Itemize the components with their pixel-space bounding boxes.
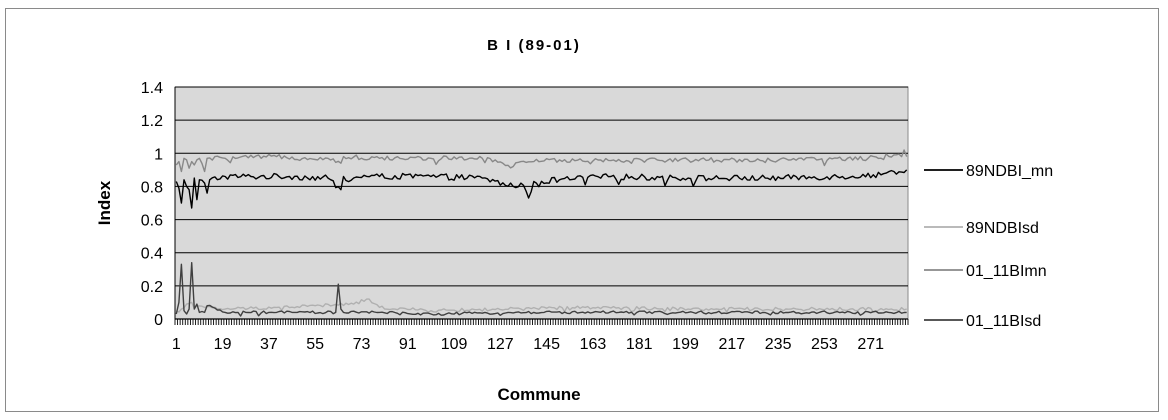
x-tick-label: 235 [765, 336, 792, 353]
series-line-2 [175, 149, 908, 173]
x-tick-labels: 1 19 37 55 73 91 109 127 145 163 181 199 217 235 253 27… [172, 336, 884, 353]
y-tick-label: 0 [154, 312, 163, 329]
x-tick-label: 145 [533, 336, 560, 353]
x-tick-label: 37 [260, 336, 278, 353]
x-tick-label: 199 [672, 336, 699, 353]
x-tick-label: 73 [353, 336, 371, 353]
series-line-1 [175, 298, 907, 313]
x-tick-label: 55 [306, 336, 324, 353]
x-axis-label: Commune [497, 385, 580, 404]
legend-label: 01_11BImn [966, 263, 1047, 280]
series-lines [175, 149, 908, 317]
chart-frame: B I (89-01) 0 0.2 0.4 0.6 0.8 1 1.2 1.4 1 19 37 55… [5, 8, 1159, 412]
legend: 89NDBI_mn 89NDBIsd 01_11BImn 01_11BIsd [924, 163, 1053, 330]
x-tick-label: 253 [811, 336, 838, 353]
chart-title: B I (89-01) [487, 37, 581, 54]
x-tick-label: 1 [172, 336, 181, 353]
chart-svg: B I (89-01) 0 0.2 0.4 0.6 0.8 1 1.2 1.4 1 19 37 55… [95, 37, 1053, 404]
grid-lines [175, 86, 908, 287]
x-tick-label: 163 [580, 336, 607, 353]
y-tick-label: 0.6 [141, 213, 163, 230]
y-tick-label: 1.2 [141, 113, 163, 130]
x-tick-label: 91 [399, 336, 417, 353]
x-tick-label: 181 [626, 336, 653, 353]
y-tick-label: 0.4 [141, 246, 163, 263]
legend-label: 89NDBI_mn [966, 163, 1053, 180]
x-tick-label: 217 [718, 336, 745, 353]
y-tick-label: 0.2 [141, 279, 163, 296]
legend-label: 89NDBIsd [966, 220, 1039, 237]
y-tick-labels: 0 0.2 0.4 0.6 0.8 1 1.2 1.4 [141, 80, 163, 329]
series-line-0 [175, 169, 908, 209]
y-tick-label: 1 [154, 146, 163, 163]
series-line-3 [175, 261, 907, 317]
y-tick-label: 0.8 [141, 179, 163, 196]
x-tick-label: 127 [487, 336, 514, 353]
x-tick-label: 271 [857, 336, 884, 353]
x-tick-label: 19 [214, 336, 232, 353]
x-tick-label: 109 [441, 336, 468, 353]
x-tick-marks [174, 319, 909, 325]
y-tick-label: 1.4 [141, 80, 163, 97]
y-axis-label: Index [95, 180, 114, 225]
legend-label: 01_11BIsd [966, 313, 1041, 330]
plot-area [174, 86, 909, 320]
